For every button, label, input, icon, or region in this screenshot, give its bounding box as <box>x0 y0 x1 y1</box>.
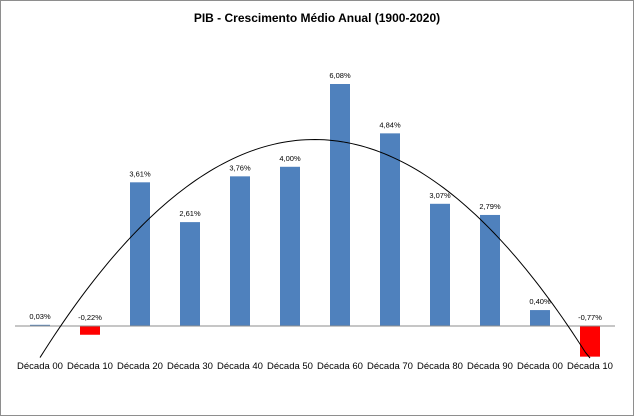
bar-7 <box>330 84 350 326</box>
bar-3 <box>130 182 150 326</box>
bar-9 <box>430 203 450 326</box>
bar-8 <box>380 133 400 326</box>
category-label-8: Década 70 <box>367 361 413 372</box>
bar-12 <box>580 326 600 357</box>
category-label-10: Década 90 <box>467 361 513 372</box>
bar-1 <box>30 324 50 326</box>
data-label-4: 2,61% <box>179 209 201 218</box>
category-label-4: Década 30 <box>167 361 213 372</box>
data-label-2: -0,22% <box>78 313 102 322</box>
category-label-7: Década 60 <box>317 361 363 372</box>
bar-2 <box>80 326 100 335</box>
category-label-11: Década 00 <box>517 361 563 372</box>
data-label-5: 3,76% <box>229 163 251 172</box>
data-label-8: 4,84% <box>379 120 401 129</box>
bar-10 <box>480 214 500 326</box>
data-label-9: 3,07% <box>429 191 451 200</box>
data-label-6: 4,00% <box>279 154 301 163</box>
category-label-1: Década 00 <box>17 361 63 372</box>
bar-4 <box>180 222 200 326</box>
category-label-3: Década 20 <box>117 361 163 372</box>
category-label-6: Década 50 <box>267 361 313 372</box>
data-label-12: -0,77% <box>578 313 602 322</box>
bars-layer <box>30 84 600 357</box>
trendline <box>39 139 591 359</box>
category-label-9: Década 80 <box>417 361 463 372</box>
data-label-3: 3,61% <box>129 169 151 178</box>
bar-5 <box>230 176 250 326</box>
category-label-12: Década 10 <box>567 361 613 372</box>
data-label-11: 0,40% <box>529 297 551 306</box>
category-label-5: Década 40 <box>217 361 263 372</box>
data-label-10: 2,79% <box>479 202 501 211</box>
bar-11 <box>530 310 550 326</box>
data-labels-layer: 0,03% -0,22% 3,61% 2,61% 3,76% 4,00% 6,08% 4,84… <box>29 71 602 322</box>
category-label-2: Década 10 <box>67 361 113 372</box>
chart-title: PIB - Crescimento Médio Anual (1900-2020… <box>194 11 440 25</box>
data-label-1: 0,03% <box>29 312 51 321</box>
category-labels-layer: Década 00 Década 10 Década 20 Década 30 Déca… <box>17 361 613 372</box>
data-label-7: 6,08% <box>329 71 351 80</box>
bar-6 <box>280 166 300 326</box>
